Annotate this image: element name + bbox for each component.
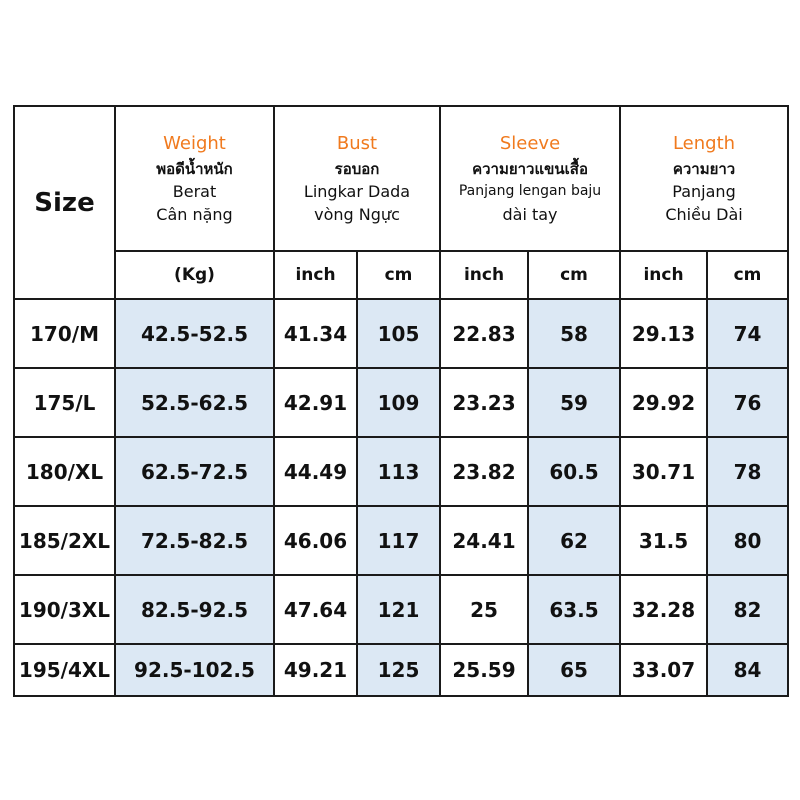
cell-length-cm: 84 (706, 643, 790, 697)
table-row: 190/3XL 82.5-92.5 47.64 121 25 63.5 32.2… (13, 574, 790, 645)
bust-header: Bust รอบอก Lingkar Dada vòng Ngực (272, 105, 442, 252)
cell-length-cm: 74 (706, 298, 790, 369)
length-en: Length (672, 132, 736, 154)
cell-length-cm: 82 (706, 574, 790, 645)
row-size: 180/XL (13, 436, 116, 507)
cell-length-cm: 80 (706, 505, 790, 576)
cell-sleeve-inch: 25 (439, 574, 530, 645)
cell-weight: 62.5-72.5 (114, 436, 275, 507)
unit-bust-inch: inch (273, 250, 358, 300)
cell-sleeve-inch: 23.23 (439, 367, 530, 438)
sleeve-header: Sleeve ความยาวแขนเสื้อ Panjang lengan ba… (439, 105, 622, 252)
cell-sleeve-inch: 23.82 (439, 436, 530, 507)
cell-bust-inch: 42.91 (273, 367, 358, 438)
cell-sleeve-cm: 60.5 (527, 436, 622, 507)
size-header: Size (13, 105, 116, 300)
cell-length-inch: 32.28 (619, 574, 709, 645)
cell-bust-cm: 109 (355, 367, 442, 438)
table-row: 185/2XL 72.5-82.5 46.06 117 24.41 62 31.… (13, 505, 790, 576)
unit-row: (Kg) inch cm inch cm inch cm (14, 250, 790, 300)
row-size: 175/L (13, 367, 116, 438)
table-row: 195/4XL 92.5-102.5 49.21 125 25.59 65 33… (13, 643, 790, 697)
cell-weight: 42.5-52.5 (114, 298, 275, 369)
cell-bust-inch: 44.49 (273, 436, 358, 507)
sleeve-en: Sleeve (499, 132, 561, 154)
sleeve-id: Panjang lengan baju (458, 182, 602, 199)
cell-bust-inch: 49.21 (273, 643, 358, 697)
size-header-label: Size (34, 187, 95, 218)
row-size: 170/M (13, 298, 116, 369)
cell-bust-inch: 41.34 (273, 298, 358, 369)
cell-weight: 52.5-62.5 (114, 367, 275, 438)
row-size: 195/4XL (13, 643, 116, 697)
unit-sleeve-inch: inch (439, 250, 530, 300)
sleeve-th: ความยาวแขนเสื้อ (472, 159, 588, 178)
weight-vi: Cân nặng (156, 204, 233, 224)
cell-sleeve-inch: 25.59 (439, 643, 530, 697)
unit-bust-cm: cm (355, 250, 442, 300)
cell-weight: 92.5-102.5 (114, 643, 275, 697)
table-row: 175/L 52.5-62.5 42.91 109 23.23 59 29.92… (13, 367, 790, 438)
cell-bust-cm: 105 (355, 298, 442, 369)
weight-header: Weight พอดีน้ำหนัก Berat Cân nặng (114, 105, 275, 252)
cell-bust-cm: 121 (355, 574, 442, 645)
cell-bust-cm: 117 (355, 505, 442, 576)
bust-th: รอบอก (334, 159, 380, 178)
cell-sleeve-cm: 63.5 (527, 574, 622, 645)
bust-en: Bust (336, 132, 378, 154)
bust-id: Lingkar Dada (303, 181, 411, 201)
length-header: Length ความยาว Panjang Chiều Dài (619, 105, 790, 252)
unit-length-cm: cm (706, 250, 790, 300)
cell-sleeve-inch: 24.41 (439, 505, 530, 576)
cell-weight: 82.5-92.5 (114, 574, 275, 645)
cell-sleeve-cm: 58 (527, 298, 622, 369)
table-row: 180/XL 62.5-72.5 44.49 113 23.82 60.5 30… (13, 436, 790, 507)
unit-length-inch: inch (619, 250, 709, 300)
cell-length-cm: 78 (706, 436, 790, 507)
cell-length-inch: 31.5 (619, 505, 709, 576)
cell-sleeve-inch: 22.83 (439, 298, 530, 369)
sleeve-vi: dài tay (502, 204, 558, 224)
weight-id: Berat (172, 181, 217, 201)
header-row: Size Weight พอดีน้ำหนัก Berat Cân nặng B… (13, 105, 790, 300)
bust-vi: vòng Ngực (314, 204, 400, 224)
cell-weight: 72.5-82.5 (114, 505, 275, 576)
weight-en: Weight (163, 132, 226, 154)
cell-bust-cm: 125 (355, 643, 442, 697)
cell-length-inch: 29.13 (619, 298, 709, 369)
weight-th: พอดีน้ำหนัก (156, 159, 233, 178)
cell-bust-cm: 113 (355, 436, 442, 507)
cell-length-inch: 30.71 (619, 436, 709, 507)
unit-sleeve-cm: cm (527, 250, 622, 300)
cell-length-inch: 29.92 (619, 367, 709, 438)
row-size: 185/2XL (13, 505, 116, 576)
cell-sleeve-cm: 59 (527, 367, 622, 438)
cell-sleeve-cm: 62 (527, 505, 622, 576)
cell-length-cm: 76 (706, 367, 790, 438)
row-size: 190/3XL (13, 574, 116, 645)
length-vi: Chiều Dài (665, 204, 743, 224)
cell-sleeve-cm: 65 (527, 643, 622, 697)
cell-bust-inch: 46.06 (273, 505, 358, 576)
length-th: ความยาว (672, 159, 736, 178)
size-chart-table: Size Weight พอดีน้ำหนัก Berat Cân nặng B… (13, 105, 790, 697)
table-row: 170/M 42.5-52.5 41.34 105 22.83 58 29.13… (13, 298, 790, 369)
cell-bust-inch: 47.64 (273, 574, 358, 645)
cell-length-inch: 33.07 (619, 643, 709, 697)
length-id: Panjang (672, 181, 736, 201)
unit-kg: (Kg) (114, 250, 275, 300)
